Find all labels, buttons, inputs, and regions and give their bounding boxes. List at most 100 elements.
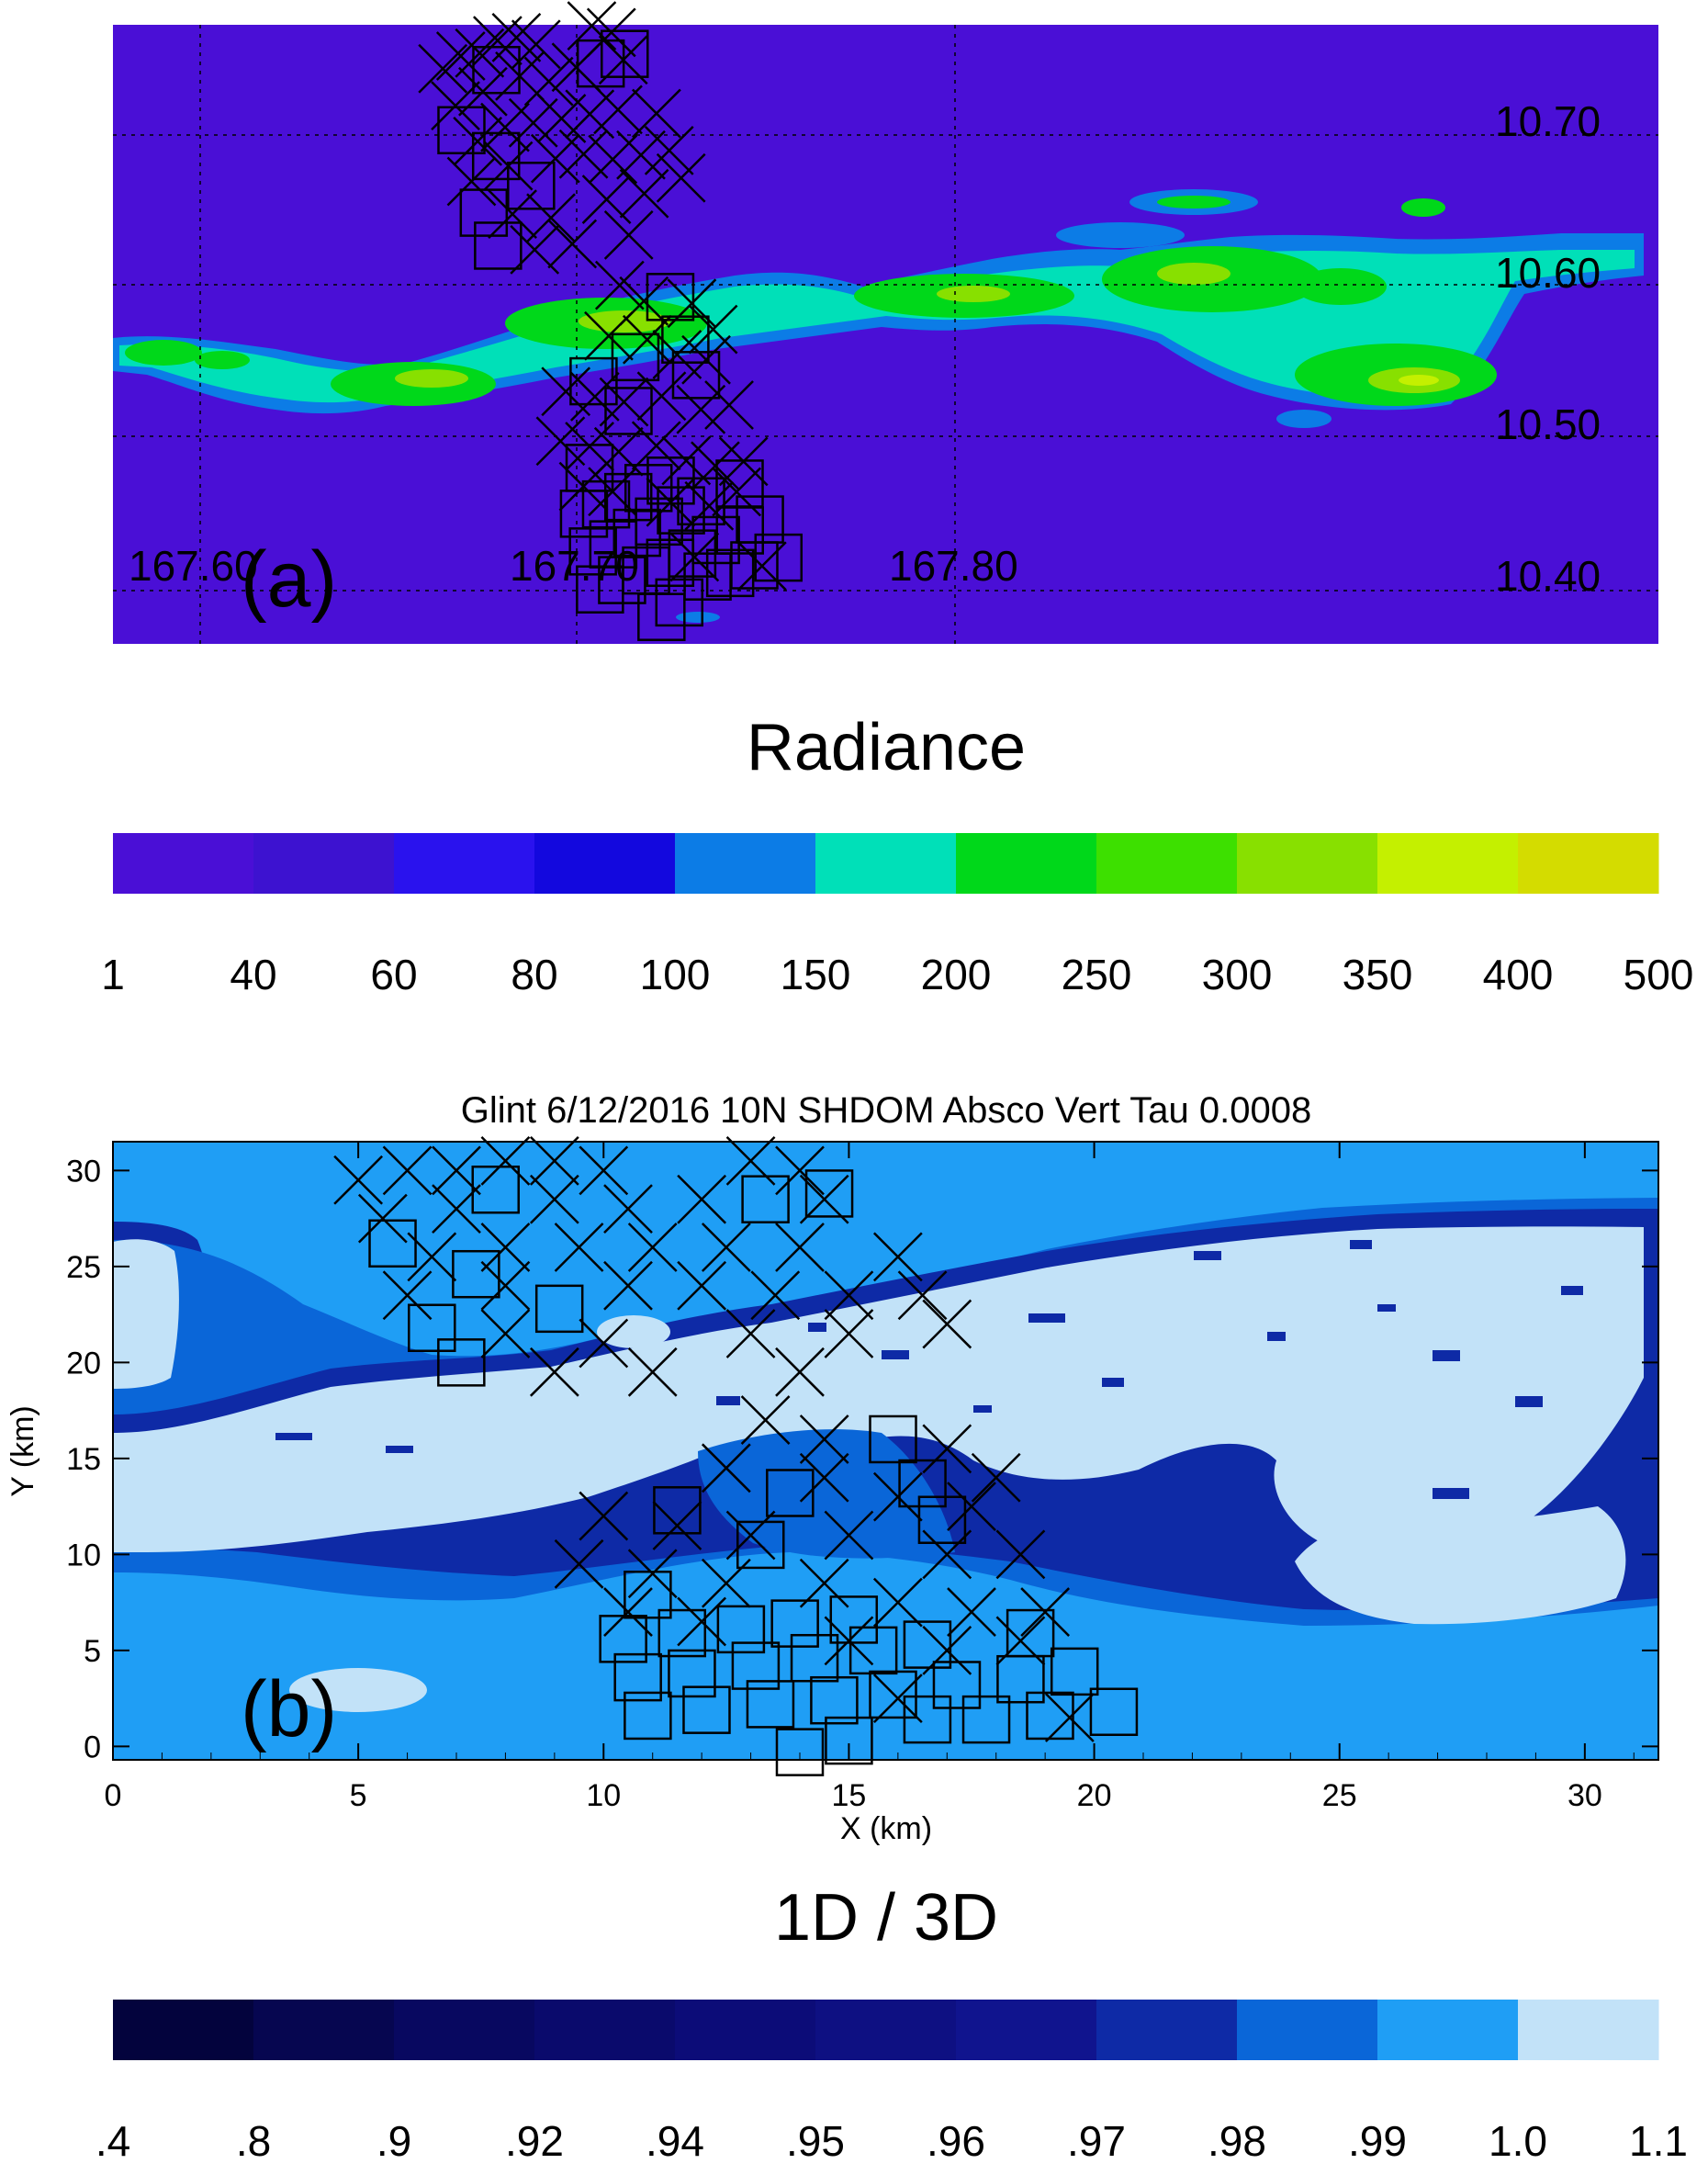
cross-marker [603,1587,653,1637]
cross-marker [480,1136,531,1186]
panel-b-ratio-field [113,1198,1658,1712]
cross-marker [603,1184,653,1234]
cross-marker-a [594,260,645,310]
colorbar-a-swatches [113,833,1659,894]
lat-label: 10.70 [1495,97,1601,145]
square-marker [368,1219,417,1268]
square-marker-a [459,188,509,237]
cross-marker [872,1471,923,1522]
cross-marker [995,1529,1046,1580]
cross-marker [799,1414,849,1464]
cross-marker-a [688,304,738,355]
cross-marker [775,1347,825,1397]
lat-label: 10.40 [1495,552,1601,600]
square-marker-a [603,472,653,522]
cloud-patch [1157,196,1230,208]
cross-marker-a [541,366,591,417]
cross-marker [922,1424,972,1474]
cloud-patch [1276,410,1332,428]
cloud-patch [1056,222,1185,248]
square-marker [452,1249,500,1299]
cross-marker-a [656,152,706,203]
panel-b-markers [333,1136,1139,1776]
colorbar-b: 1D / 3D .4 .8 .9 .92 .94 .95 .96 .97 .98 .99 1.0 1.… [96,1881,1688,2165]
colorbar-swatch [956,833,1097,894]
cross-marker [799,1174,849,1224]
cross-marker [922,1529,972,1580]
colorbar-swatch [1237,833,1378,894]
y-tick-label: 25 [66,1250,101,1285]
square-marker [869,1670,917,1719]
square-marker [903,1695,952,1744]
colorbar-tick-label: 1.1 [1629,2117,1688,2165]
colorbar-tick-label: 200 [921,951,992,998]
cross-marker-a [488,189,537,239]
cross-marker [725,1309,776,1358]
cross-marker [775,1145,825,1196]
panel-a-graticule-labels: 167.60 167.70 167.80 10.70 10.60 10.50 1… [129,97,1601,600]
panel-b: Glint 6/12/2016 10N SHDOM Absco Vert Tau… [6,1090,1659,1846]
cross-marker [677,1260,727,1311]
cross-marker [750,1270,801,1321]
colorbar-tick-label: 250 [1062,951,1132,998]
colorbar-tick-label: 400 [1483,951,1554,998]
x-tick-label: 5 [350,1778,367,1813]
square-marker-a [646,273,695,321]
y-tick-label: 10 [66,1538,101,1572]
cross-marker [480,1309,531,1358]
colorbar-tick-label: 500 [1624,951,1694,998]
cross-marker [529,1347,579,1397]
x-tick-label: 20 [1077,1778,1112,1813]
square-marker-a [671,351,721,400]
colorbar-swatch [534,2000,676,2060]
band-110-left [113,1239,179,1389]
band-110-right [1295,1506,1626,1625]
cross-marker-a [558,129,609,179]
square-marker [682,1685,731,1734]
square-marker [653,1486,702,1535]
square-marker [898,1459,947,1508]
square-marker-a [474,221,523,270]
panel-b-letter: (b) [241,1665,337,1753]
square-marker [996,1654,1045,1704]
square-marker [657,1608,707,1658]
cross-marker-a [435,31,486,81]
square-marker-a [661,315,710,364]
cross-marker [824,1309,874,1358]
cross-marker [824,1616,874,1666]
colorbar-tick-label: .92 [505,2117,564,2165]
square-marker-a [601,29,649,78]
panel-b-title: Glint 6/12/2016 10N SHDOM Absco Vert Tau… [461,1090,1311,1131]
square-marker-a [507,162,556,210]
cross-marker [480,1260,531,1311]
cross-marker [799,1452,849,1503]
cloud-patch [937,286,1010,302]
cross-marker [947,1587,996,1637]
cloud-patch [1399,375,1439,386]
square-marker [668,1649,716,1698]
cross-marker-a [631,421,681,471]
cross-marker-a [526,193,576,243]
cross-marker [775,1223,825,1272]
square-marker [437,1338,486,1387]
colorbar-swatch [1096,2000,1238,2060]
cross-marker [579,1318,629,1369]
cross-marker [1020,1587,1071,1637]
cross-marker [382,1270,433,1321]
square-marker [471,1166,520,1214]
cross-marker-a [567,1,617,51]
panel-a-markers [418,1,803,641]
colorbar-swatch [956,2000,1097,2060]
colorbar-swatch [1096,833,1238,894]
square-marker [810,1675,859,1725]
colorbar-swatch [675,833,816,894]
cross-marker-a [619,168,669,219]
cross-marker-a [704,380,754,430]
cross-marker-a [584,310,634,361]
colorbar-tick-label: .8 [236,2117,271,2165]
square-marker [716,1605,766,1654]
colorbar-tick-label: .98 [1208,2117,1266,2165]
cross-marker-a [551,42,601,93]
colorbar-a: Radiance 1 40 60 80 100 150 200 250 300 350 400 500 [101,711,1693,998]
